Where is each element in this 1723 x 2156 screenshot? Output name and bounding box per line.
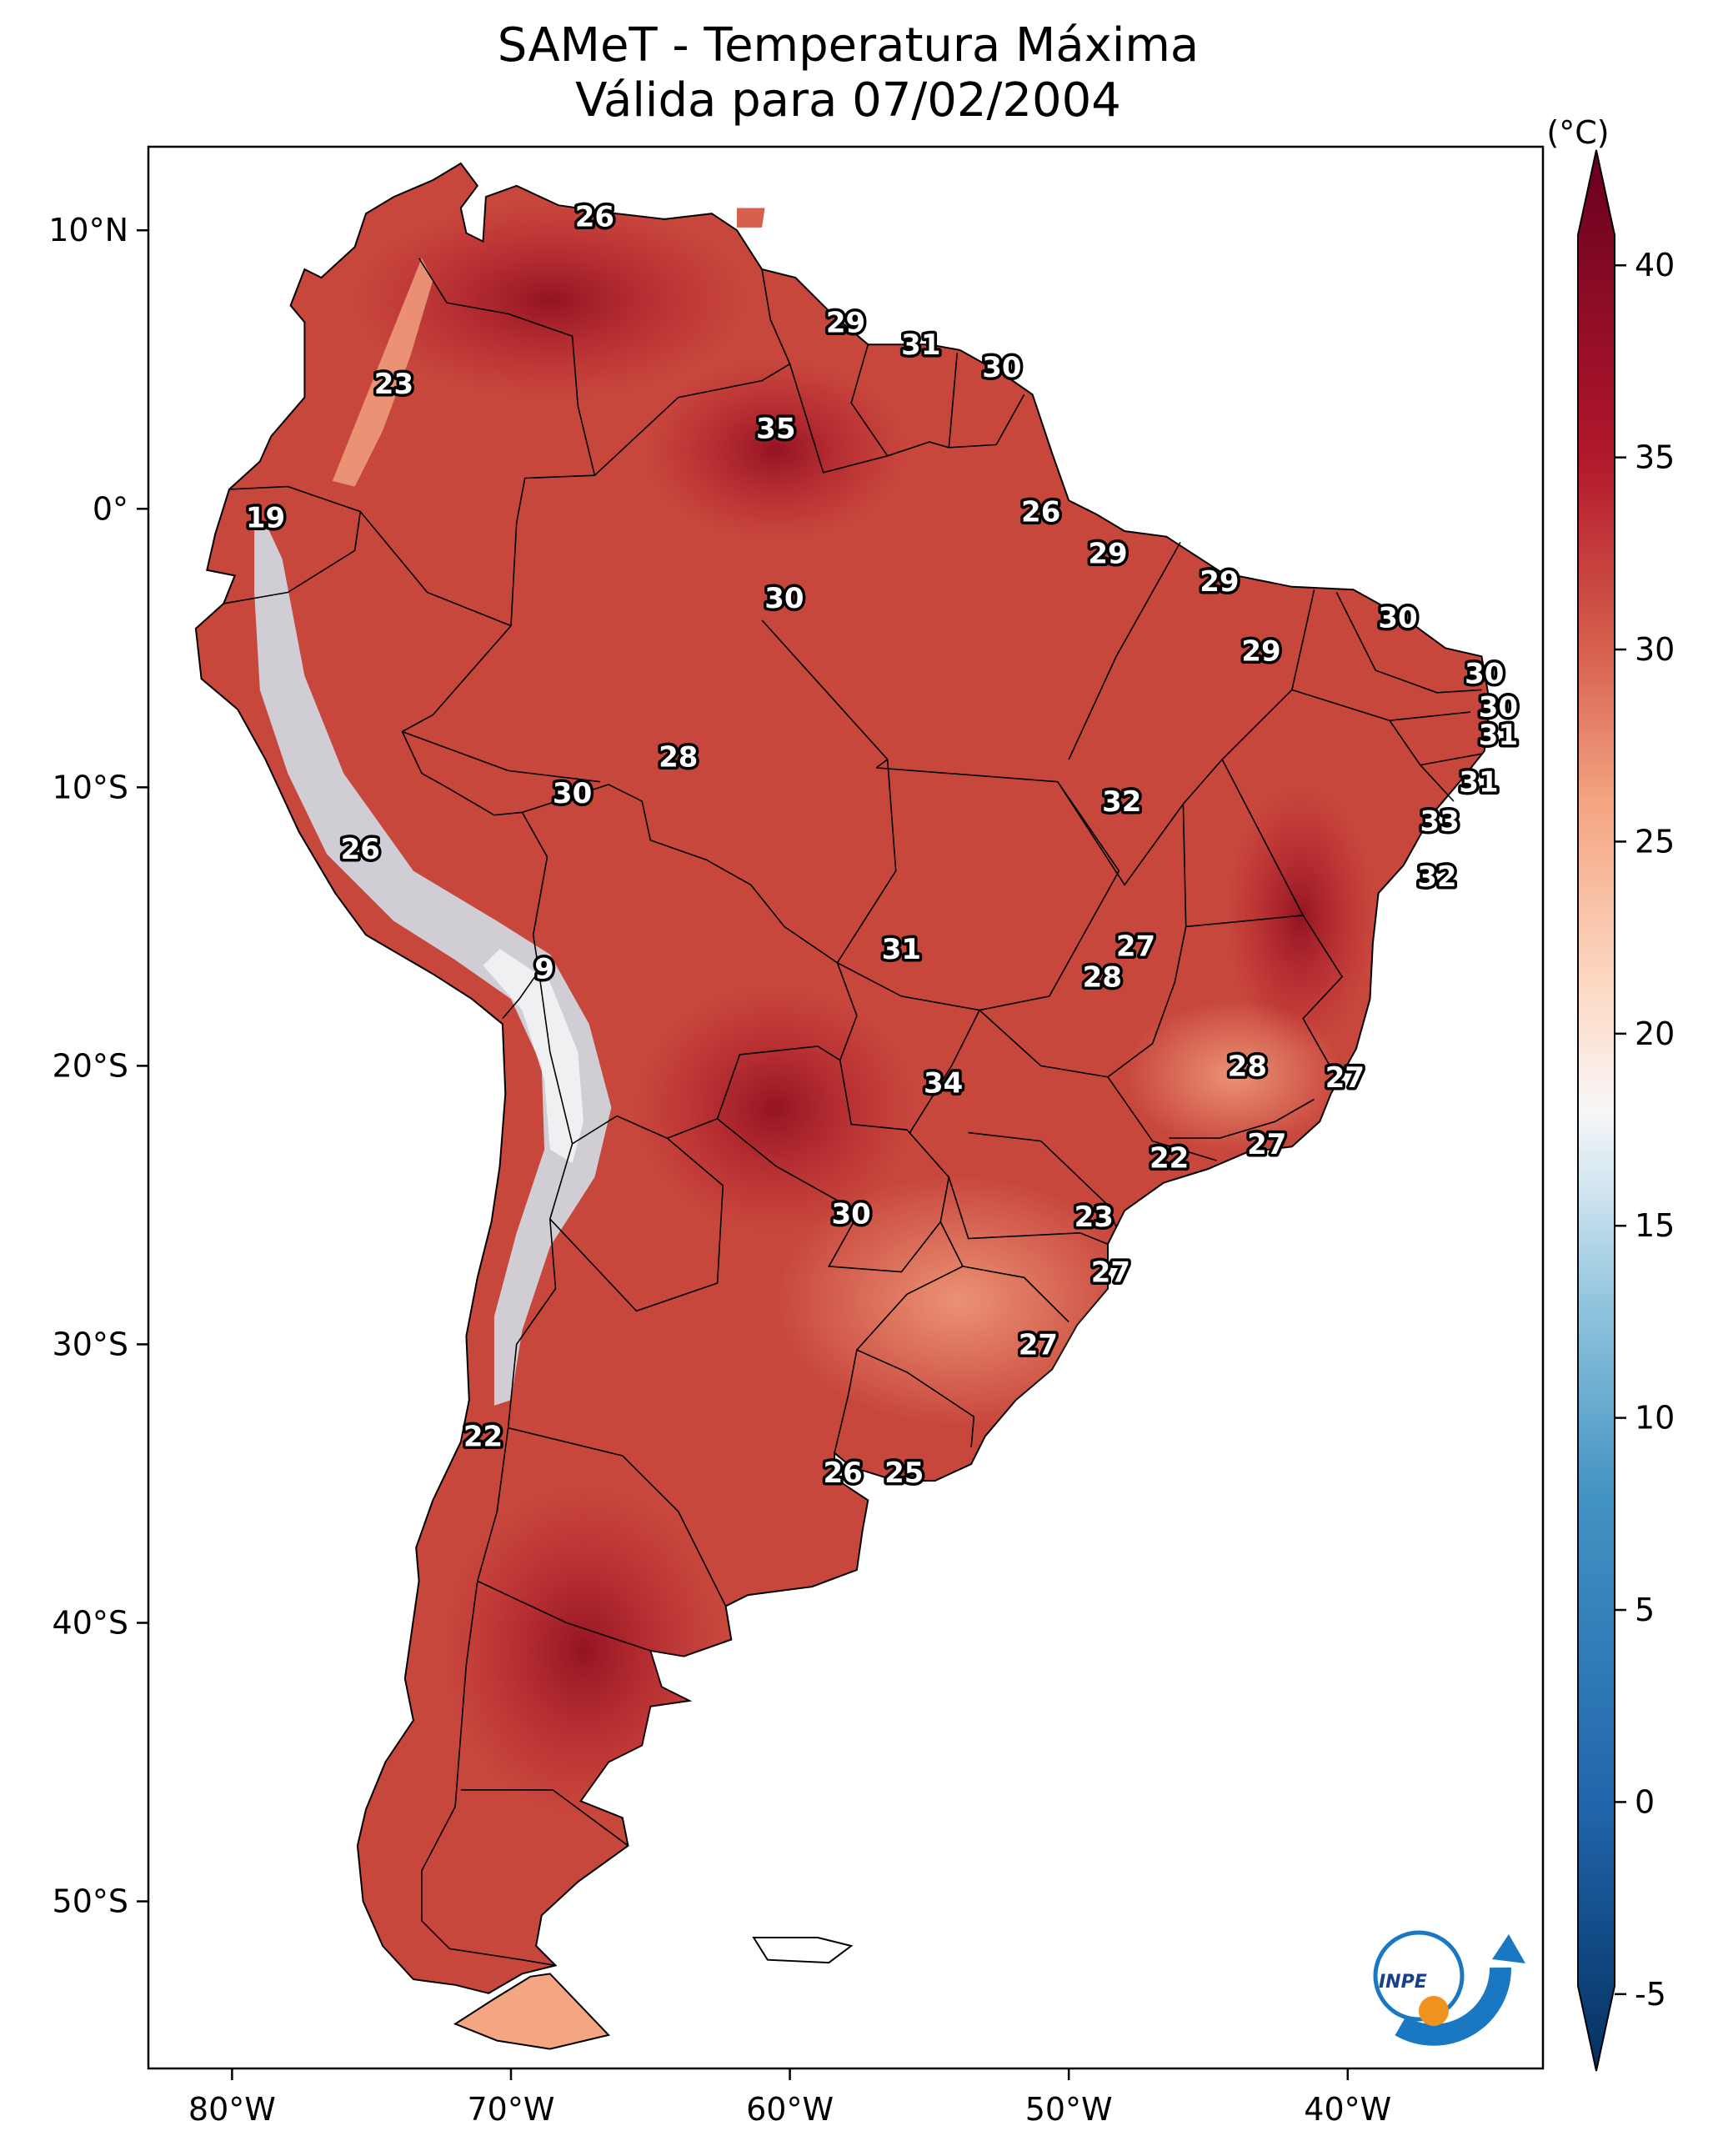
title-line-1: SAMeT - Temperatura Máxima bbox=[497, 18, 1200, 73]
logo-swoosh bbox=[1395, 1967, 1512, 2046]
temperature-label: 23 bbox=[374, 368, 413, 401]
temperature-label: 26 bbox=[575, 201, 614, 234]
longitude-axis: 80°W 70°W 60°W 50°W 40°W bbox=[188, 2068, 1391, 2128]
lat-tick-label: 50°S bbox=[53, 1883, 128, 1920]
temperature-label: 27 bbox=[1247, 1128, 1286, 1161]
temperature-label: 30 bbox=[764, 582, 804, 615]
temperature-label: 9 bbox=[534, 952, 554, 985]
temperature-label: 31 bbox=[1459, 766, 1498, 800]
temperature-label: 30 bbox=[553, 777, 592, 810]
hot-area-venezuela bbox=[350, 200, 750, 400]
temperature-label: 30 bbox=[1479, 690, 1518, 724]
falkland-islands bbox=[752, 1937, 854, 1964]
colorbar-unit: (°C) bbox=[1546, 114, 1609, 151]
lon-tick-label: 50°W bbox=[1025, 2091, 1113, 2128]
temperature-label: 28 bbox=[1083, 960, 1122, 994]
colorbar-tick-label: 40 bbox=[1635, 247, 1675, 283]
temperature-label: 29 bbox=[1200, 565, 1239, 599]
trinidad-island bbox=[737, 208, 765, 228]
colorbar-tick-label: -5 bbox=[1635, 1976, 1666, 2013]
temperature-label: 29 bbox=[1088, 538, 1127, 571]
colorbar-bar bbox=[1577, 149, 1615, 2072]
temperature-label: 30 bbox=[1465, 657, 1504, 690]
map-frame bbox=[147, 145, 1545, 2070]
hot-area-bahia bbox=[1225, 784, 1375, 1050]
temperature-label: 27 bbox=[1091, 1256, 1130, 1290]
lat-tick-label: 0° bbox=[93, 490, 128, 527]
temperature-label: 35 bbox=[756, 412, 795, 445]
logo-ring bbox=[1373, 1930, 1465, 2022]
colorbar: (°C) 40 35 30 25 20 15 10 5 0 -5 bbox=[1546, 114, 1675, 2072]
south-america-landmass bbox=[194, 162, 1491, 2050]
temperature-label: 19 bbox=[246, 501, 285, 534]
temperature-label: 29 bbox=[1241, 635, 1280, 669]
andes-coldest-band bbox=[483, 949, 584, 1164]
temperature-label: 22 bbox=[463, 1421, 503, 1454]
temperature-label: 32 bbox=[1417, 860, 1456, 894]
temperature-label: 28 bbox=[659, 741, 698, 775]
temperature-label: 22 bbox=[1150, 1142, 1189, 1176]
temperature-label: 27 bbox=[1019, 1328, 1058, 1361]
colorbar-tick-label: 35 bbox=[1635, 439, 1675, 476]
temperature-label: 29 bbox=[826, 306, 865, 339]
temperature-label: 23 bbox=[1074, 1201, 1114, 1234]
temperature-label: 31 bbox=[901, 328, 940, 362]
temperature-label: 33 bbox=[1420, 805, 1460, 838]
political-borders bbox=[223, 258, 1482, 1967]
colorbar-tick-label: 10 bbox=[1635, 1400, 1675, 1436]
temperature-label: 27 bbox=[1116, 930, 1155, 964]
lat-tick-label: 10°N bbox=[48, 212, 128, 248]
tierra-del-fuego bbox=[453, 1973, 611, 2050]
lon-tick-label: 40°W bbox=[1304, 2091, 1391, 2128]
inpe-logo: INPE bbox=[1373, 1930, 1525, 2046]
temperature-label: 25 bbox=[884, 1457, 924, 1490]
temperature-label: 26 bbox=[823, 1457, 862, 1490]
lon-tick-label: 80°W bbox=[188, 2091, 276, 2128]
temperature-label: 26 bbox=[341, 833, 380, 866]
hot-area-chaco bbox=[634, 984, 917, 1234]
map-title: SAMeT - Temperatura Máxima Válida para 0… bbox=[150, 18, 1546, 128]
temperature-label: 30 bbox=[832, 1197, 871, 1231]
colorbar-tick-label: 20 bbox=[1635, 1015, 1675, 1052]
lon-tick-label: 60°W bbox=[746, 2091, 834, 2128]
colombian-andes-band bbox=[332, 258, 433, 487]
colorbar-tick-label: 30 bbox=[1635, 631, 1675, 668]
mild-area-rio-grande bbox=[775, 1176, 1142, 1426]
colorbar-ticks: 40 35 30 25 20 15 10 5 0 -5 bbox=[1615, 247, 1675, 2013]
title-line-2: Válida para 07/02/2004 bbox=[575, 73, 1121, 128]
temperature-label: 34 bbox=[924, 1066, 963, 1100]
lat-tick-label: 10°S bbox=[53, 769, 128, 805]
logo-arrow-icon bbox=[1492, 1934, 1525, 1963]
andes-cold-band bbox=[254, 523, 612, 1406]
temperature-label: 31 bbox=[882, 933, 921, 966]
temperature-label: 31 bbox=[1479, 719, 1518, 752]
logo-text: INPE bbox=[1379, 1972, 1427, 1993]
lat-tick-label: 30°S bbox=[53, 1326, 128, 1362]
colorbar-tick-label: 25 bbox=[1635, 823, 1675, 860]
temperature-label: 28 bbox=[1228, 1050, 1267, 1083]
mild-area-minas bbox=[1125, 1000, 1342, 1151]
colorbar-tick-label: 5 bbox=[1635, 1592, 1655, 1628]
colorbar-tick-label: 0 bbox=[1635, 1783, 1655, 1820]
temperature-label: 32 bbox=[1102, 785, 1141, 819]
lon-tick-label: 70°W bbox=[468, 2091, 555, 2128]
temperature-label: 30 bbox=[1378, 602, 1417, 635]
logo-sun-icon bbox=[1419, 1996, 1449, 2026]
lat-tick-label: 20°S bbox=[53, 1047, 128, 1084]
temperature-label: 27 bbox=[1325, 1061, 1365, 1095]
temperature-label: 30 bbox=[982, 351, 1021, 384]
hot-area-roraima bbox=[642, 358, 909, 542]
colorbar-tick-label: 15 bbox=[1635, 1207, 1675, 1244]
temperature-label: 26 bbox=[1021, 496, 1060, 529]
latitude-axis: 10°N 0° 10°S 20°S 30°S 40°S 50°S bbox=[48, 212, 148, 1920]
lat-tick-label: 40°S bbox=[53, 1605, 128, 1642]
